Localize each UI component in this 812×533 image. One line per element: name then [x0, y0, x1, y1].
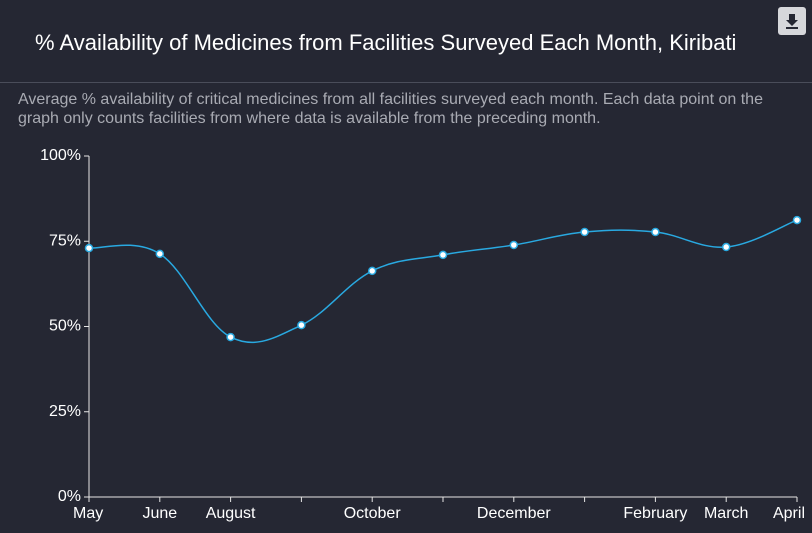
data-point	[580, 227, 589, 237]
data-point	[297, 320, 306, 330]
x-tick-label: August	[206, 505, 256, 522]
data-point	[792, 215, 802, 225]
y-tick-label: 25%	[49, 403, 81, 420]
download-button[interactable]	[778, 7, 806, 35]
chart-title: % Availability of Medicines from Facilit…	[35, 30, 737, 55]
chart-subtitle: Average % availability of critical medic…	[18, 91, 763, 127]
data-point	[438, 250, 448, 260]
x-tick-label: March	[704, 505, 748, 522]
data-point	[509, 240, 519, 250]
data-point	[84, 243, 94, 253]
series-line	[88, 219, 798, 344]
x-tick-label: October	[344, 505, 402, 522]
data-point	[226, 332, 235, 342]
y-tick-label: 75%	[49, 232, 81, 249]
data-point	[651, 227, 660, 237]
data-point	[367, 266, 377, 276]
y-tick-label: 50%	[49, 318, 81, 335]
x-tick-label: February	[623, 505, 687, 522]
data-point	[721, 242, 731, 252]
y-tick-label: 0%	[58, 488, 81, 505]
x-tick-label: December	[477, 505, 551, 522]
x-tick-label: April	[773, 505, 805, 522]
y-tick-label: 100%	[40, 147, 81, 164]
download-icon	[786, 14, 798, 29]
x-tick-label: June	[142, 505, 177, 522]
x-tick-label: May	[73, 505, 103, 522]
separator	[0, 82, 812, 83]
data-point	[155, 249, 165, 259]
